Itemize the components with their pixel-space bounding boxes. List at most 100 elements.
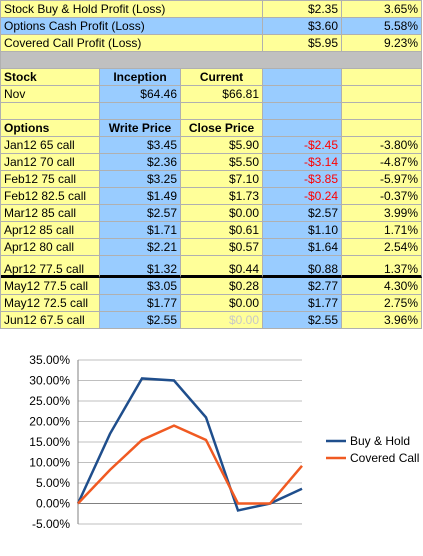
- blank-cell[interactable]: [263, 86, 342, 103]
- option-label[interactable]: Apr12 80 call: [1, 239, 100, 256]
- summary-row: Covered Call Profit (Loss) $5.95 9.23%: [1, 35, 422, 52]
- option-row: Apr12 77.5 call $1.32 $0.44 $0.88 1.37%: [1, 256, 422, 278]
- spreadsheet: Stock Buy & Hold Profit (Loss) $2.35 3.65%…: [0, 0, 422, 329]
- summary-percent[interactable]: 9.23%: [342, 35, 422, 52]
- option-percent[interactable]: 1.71%: [342, 222, 422, 239]
- close-price-header: Close Price: [181, 120, 263, 137]
- summary-label[interactable]: Options Cash Profit (Loss): [1, 18, 263, 35]
- blank-cell[interactable]: [342, 120, 422, 137]
- option-profit[interactable]: $2.77: [263, 278, 342, 295]
- summary-percent[interactable]: 3.65%: [342, 1, 422, 18]
- write-price[interactable]: $2.21: [100, 239, 181, 256]
- option-profit[interactable]: $0.88: [263, 256, 342, 278]
- blank-cell[interactable]: [100, 103, 181, 120]
- option-label[interactable]: Apr12 77.5 call: [1, 256, 100, 278]
- y-tick-label: 30.00%: [29, 374, 70, 388]
- write-price[interactable]: $3.45: [100, 137, 181, 154]
- option-profit[interactable]: -$0.24: [263, 188, 342, 205]
- summary-amount[interactable]: $5.95: [263, 35, 342, 52]
- option-profit[interactable]: -$3.14: [263, 154, 342, 171]
- series-line-buy-hold: [76, 377, 303, 512]
- option-profit[interactable]: $1.64: [263, 239, 342, 256]
- close-price[interactable]: $5.50: [181, 154, 263, 171]
- option-profit[interactable]: $2.55: [263, 312, 342, 329]
- blank-cell[interactable]: [342, 103, 422, 120]
- current-price[interactable]: $66.81: [181, 86, 263, 103]
- y-tick-label: 35.00%: [29, 353, 70, 367]
- write-price[interactable]: $1.71: [100, 222, 181, 239]
- y-tick-label: 20.00%: [29, 415, 70, 429]
- write-price[interactable]: $2.36: [100, 154, 181, 171]
- option-profit[interactable]: $1.77: [263, 295, 342, 312]
- write-price[interactable]: $2.55: [100, 312, 181, 329]
- option-percent[interactable]: 1.37%: [342, 256, 422, 278]
- blank-cell[interactable]: [263, 69, 342, 86]
- write-price[interactable]: $2.57: [100, 205, 181, 222]
- option-percent[interactable]: -0.37%: [342, 188, 422, 205]
- write-price[interactable]: $3.05: [100, 278, 181, 295]
- summary-label[interactable]: Stock Buy & Hold Profit (Loss): [1, 1, 263, 18]
- close-price[interactable]: $1.73: [181, 188, 263, 205]
- write-price[interactable]: $3.25: [100, 171, 181, 188]
- option-row: Feb12 82.5 call $1.49 $1.73 -$0.24 -0.37%: [1, 188, 422, 205]
- option-profit[interactable]: -$2.45: [263, 137, 342, 154]
- summary-percent[interactable]: 5.58%: [342, 18, 422, 35]
- option-label[interactable]: Apr12 85 call: [1, 222, 100, 239]
- close-price[interactable]: $0.57: [181, 239, 263, 256]
- blank-cell[interactable]: [342, 86, 422, 103]
- blank-cell[interactable]: [1, 103, 100, 120]
- close-price[interactable]: $0.28: [181, 278, 263, 295]
- close-price[interactable]: $0.44: [181, 256, 263, 278]
- option-percent[interactable]: 2.54%: [342, 239, 422, 256]
- option-row: Jan12 70 call $2.36 $5.50 -$3.14 -4.87%: [1, 154, 422, 171]
- blank-cell[interactable]: [263, 103, 342, 120]
- close-price[interactable]: $0.00: [181, 312, 263, 329]
- write-price[interactable]: $1.49: [100, 188, 181, 205]
- write-price[interactable]: $1.77: [100, 295, 181, 312]
- option-percent[interactable]: -5.97%: [342, 171, 422, 188]
- option-label[interactable]: May12 72.5 call: [1, 295, 100, 312]
- option-label[interactable]: Jan12 65 call: [1, 137, 100, 154]
- legend-label: Buy & Hold: [350, 434, 410, 448]
- summary-amount[interactable]: $2.35: [263, 1, 342, 18]
- option-percent[interactable]: 3.99%: [342, 205, 422, 222]
- option-percent[interactable]: 3.96%: [342, 312, 422, 329]
- close-price[interactable]: $0.00: [181, 205, 263, 222]
- summary-amount[interactable]: $3.60: [263, 18, 342, 35]
- option-profit[interactable]: $2.57: [263, 205, 342, 222]
- inception-price[interactable]: $64.46: [100, 86, 181, 103]
- stock-header: Stock: [1, 69, 100, 86]
- write-price[interactable]: $1.32: [100, 256, 181, 278]
- stock-header-row: Stock Inception Current: [1, 69, 422, 86]
- summary-label[interactable]: Covered Call Profit (Loss): [1, 35, 263, 52]
- y-tick-label: 0.00%: [36, 497, 70, 511]
- stock-label[interactable]: Nov: [1, 86, 100, 103]
- separator-row: [1, 52, 422, 69]
- options-header: Options: [1, 120, 100, 137]
- option-profit[interactable]: $1.10: [263, 222, 342, 239]
- stock-row: Nov $64.46 $66.81: [1, 86, 422, 103]
- option-label[interactable]: May12 77.5 call: [1, 278, 100, 295]
- option-label[interactable]: Mar12 85 call: [1, 205, 100, 222]
- summary-row: Options Cash Profit (Loss) $3.60 5.58%: [1, 18, 422, 35]
- close-price[interactable]: $0.61: [181, 222, 263, 239]
- y-tick-label: 10.00%: [29, 456, 70, 470]
- blank-cell[interactable]: [263, 120, 342, 137]
- option-profit[interactable]: -$3.85: [263, 171, 342, 188]
- blank-cell[interactable]: [342, 69, 422, 86]
- option-percent[interactable]: -3.80%: [342, 137, 422, 154]
- option-percent[interactable]: -4.87%: [342, 154, 422, 171]
- option-label[interactable]: Jan12 70 call: [1, 154, 100, 171]
- close-price[interactable]: $7.10: [181, 171, 263, 188]
- close-price[interactable]: $5.90: [181, 137, 263, 154]
- option-label[interactable]: Feb12 75 call: [1, 171, 100, 188]
- close-price[interactable]: $0.00: [181, 295, 263, 312]
- option-percent[interactable]: 4.30%: [342, 278, 422, 295]
- blank-cell[interactable]: [181, 103, 263, 120]
- option-label[interactable]: Feb12 82.5 call: [1, 188, 100, 205]
- inception-header: Inception: [100, 69, 181, 86]
- option-percent[interactable]: 2.75%: [342, 295, 422, 312]
- option-label[interactable]: Jun12 67.5 call: [1, 312, 100, 329]
- option-row: Jun12 67.5 call $2.55 $0.00 $2.55 3.96%: [1, 312, 422, 329]
- legend-label: Covered Call: [350, 451, 419, 465]
